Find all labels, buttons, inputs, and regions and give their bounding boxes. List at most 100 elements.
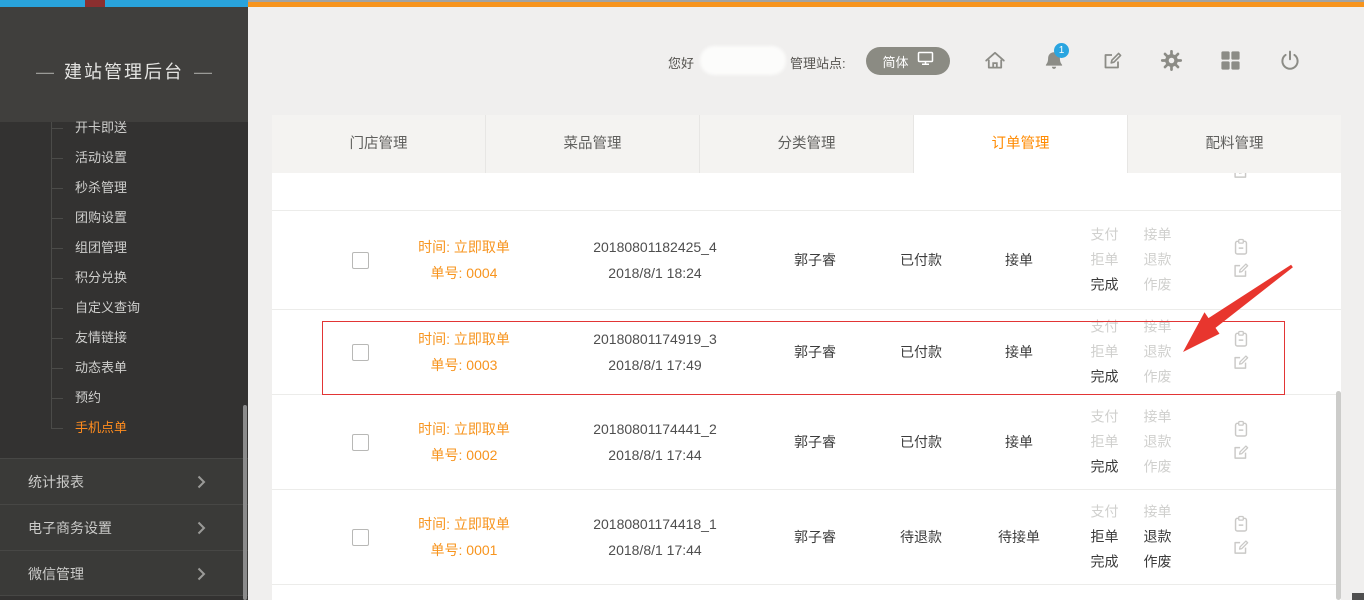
order-table: 单号: 2018/8/1 18:25 完成 作废 <box>272 173 1341 600</box>
gear-icon[interactable] <box>1160 49 1184 73</box>
sidebar-item-reservation[interactable]: 预约 <box>75 390 102 405</box>
sidebar-section-wechat[interactable]: 微信管理 <box>0 550 248 596</box>
tab-dish-management[interactable]: 菜品管理 <box>485 115 699 173</box>
power-icon[interactable] <box>1278 49 1302 73</box>
order-date: 2018/8/1 17:49 <box>608 357 702 373</box>
row-checkbox[interactable] <box>352 252 369 269</box>
topbar-cyan-strip <box>0 0 248 7</box>
sidebar-item-points-exchange[interactable]: 积分兑换 <box>75 270 128 285</box>
pay-action[interactable]: 支付 <box>1090 408 1119 425</box>
accept-action[interactable]: 接单 <box>1143 503 1172 520</box>
notification-badge: 1 <box>1054 43 1069 58</box>
reject-action[interactable]: 拒单 <box>1090 251 1119 268</box>
sidebar-item-mobile-ordering[interactable]: 手机点单 <box>75 420 128 435</box>
row-checkbox[interactable] <box>352 434 369 451</box>
tab-order-management[interactable]: 订单管理 <box>913 115 1127 173</box>
void-action[interactable]: 作废 <box>1143 368 1172 385</box>
accept-action[interactable]: 接单 <box>1143 226 1172 243</box>
order-id: 20180801174441_2 <box>593 421 717 437</box>
accept-action[interactable]: 接单 <box>1143 318 1172 335</box>
order-id: 20180801174919_3 <box>593 331 717 347</box>
menu-tick <box>51 248 63 249</box>
number-line: 单号: 0003 <box>430 357 498 373</box>
sidebar-item-friend-links[interactable]: 友情链接 <box>75 330 128 345</box>
pay-action[interactable]: 支付 <box>1090 318 1119 335</box>
accept-action[interactable]: 接单 <box>1143 408 1172 425</box>
complete-action[interactable]: 完成 <box>1090 458 1119 475</box>
sidebar-item-group-manage[interactable]: 组团管理 <box>75 240 128 255</box>
table-row: 时间: 立即取单 单号: 0002 20180801174441_2 2018/… <box>272 395 1341 490</box>
sidebar-item-card-gift[interactable]: 开卡即送 <box>75 120 128 135</box>
order-time-cell: 时间: 立即取单 单号: 0002 <box>364 416 564 468</box>
order-id-cell: 20180801174919_3 2018/8/1 17:49 <box>555 326 755 378</box>
sidebar-item-custom-query[interactable]: 自定义查询 <box>75 300 141 315</box>
sidebar-section-statistics[interactable]: 统计报表 <box>0 458 248 504</box>
order-time-cell: 时间: 立即取单 单号: 0001 <box>364 511 564 563</box>
pay-action[interactable]: 支付 <box>1090 226 1119 243</box>
menu-tick <box>51 398 63 399</box>
highlight-red-box <box>322 321 1285 395</box>
refund-action[interactable]: 退款 <box>1143 251 1172 268</box>
chevron-right-icon <box>197 475 206 494</box>
home-icon[interactable] <box>983 49 1007 73</box>
reject-action[interactable]: 拒单 <box>1090 528 1119 545</box>
number-line: 单号: <box>364 173 564 174</box>
content-scrollbar-thumb[interactable] <box>1336 391 1341 600</box>
sidebar: — 建站管理后台 — 开卡即送 活动设置 秒杀管理 团购设置 组团管理 积分兑换 自… <box>0 0 248 600</box>
void-action[interactable]: 作废 <box>1143 276 1172 293</box>
time-line: 时间: 立即取单 <box>418 239 510 255</box>
edit-icon[interactable] <box>1231 260 1251 280</box>
menu-tick <box>51 338 63 339</box>
complete-action[interactable]: 完成 <box>1090 368 1119 385</box>
menu-tick <box>51 128 63 129</box>
sidebar-section-ecommerce[interactable]: 电子商务设置 <box>0 504 248 550</box>
sidebar-item-dynamic-forms[interactable]: 动态表单 <box>75 360 128 375</box>
refund-action[interactable]: 退款 <box>1143 528 1172 545</box>
reject-action[interactable]: 拒单 <box>1090 343 1119 360</box>
apps-grid-icon[interactable] <box>1219 49 1243 73</box>
void-action[interactable]: 作废 <box>1143 553 1172 570</box>
topbar-maroon-strip <box>85 0 105 7</box>
clipboard-icon[interactable] <box>1231 419 1251 439</box>
edit-icon[interactable] <box>1231 442 1251 462</box>
table-row: 时间: 立即取单 单号: 0001 20180801174418_1 2018/… <box>272 490 1341 585</box>
row-icon-group <box>1228 419 1254 462</box>
order-id-cell: 20180801174441_2 2018/8/1 17:44 <box>555 416 755 468</box>
refund-action[interactable]: 退款 <box>1143 343 1172 360</box>
sidebar-scrollbar-thumb[interactable] <box>243 405 247 600</box>
row-icon-group <box>1228 237 1254 280</box>
tab-ingredient-management[interactable]: 配料管理 <box>1127 115 1341 173</box>
edit-icon[interactable] <box>1231 537 1251 557</box>
sidebar-item-group-buy[interactable]: 团购设置 <box>75 210 128 225</box>
menu-tick <box>51 368 63 369</box>
pay-status-cell: 待退款 <box>900 529 942 545</box>
tab-store-management[interactable]: 门店管理 <box>272 115 485 173</box>
sidebar-item-activity-settings[interactable]: 活动设置 <box>75 150 128 165</box>
order-status-cell: 接单 <box>1005 434 1033 450</box>
void-action[interactable]: 作废 <box>1143 458 1172 475</box>
tab-bar: 门店管理 菜品管理 分类管理 订单管理 配料管理 <box>272 115 1341 173</box>
table-row: 单号: 2018/8/1 18:25 完成 作废 <box>272 173 1341 211</box>
tab-category-management[interactable]: 分类管理 <box>699 115 913 173</box>
complete-action[interactable]: 完成 <box>1090 276 1119 293</box>
reject-action[interactable]: 拒单 <box>1090 433 1119 450</box>
edit-icon[interactable] <box>1231 352 1251 372</box>
order-status-cell: 接单 <box>1005 344 1033 360</box>
language-site-button[interactable]: 简体 <box>866 47 950 75</box>
compose-icon[interactable] <box>1101 49 1125 73</box>
chevron-right-icon <box>197 521 206 540</box>
pay-status-cell: 已付款 <box>900 434 942 450</box>
sidebar-item-flash-sale[interactable]: 秒杀管理 <box>75 180 128 195</box>
order-id-cell: 20180801174418_1 2018/8/1 17:44 <box>555 511 755 563</box>
refund-action[interactable]: 退款 <box>1143 433 1172 450</box>
sidebar-title-text: 建站管理后台 <box>64 62 184 82</box>
clipboard-icon[interactable] <box>1231 237 1251 257</box>
complete-action[interactable]: 完成 <box>1090 553 1119 570</box>
table-row-partial-clip: 单号: 2018/8/1 18:25 完成 作废 <box>272 173 1341 211</box>
clipboard-icon[interactable] <box>1231 514 1251 534</box>
edit-icon[interactable] <box>1231 173 1251 181</box>
menu-tick <box>51 158 63 159</box>
pay-action[interactable]: 支付 <box>1090 503 1119 520</box>
row-checkbox[interactable] <box>352 344 369 361</box>
row-checkbox[interactable] <box>352 529 369 546</box>
